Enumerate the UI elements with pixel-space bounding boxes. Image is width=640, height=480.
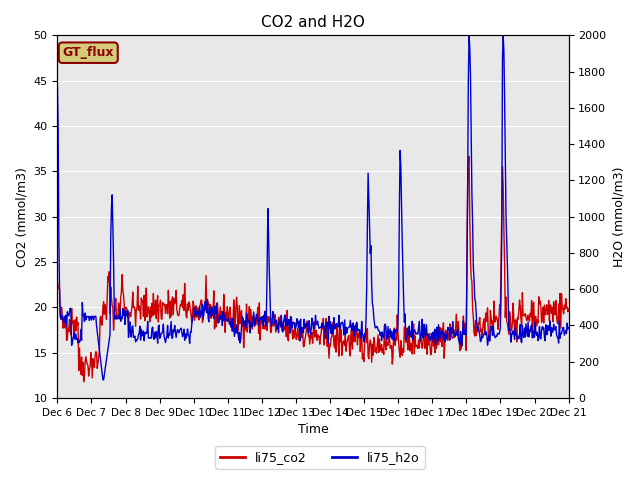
li75_co2 xyxy=(63,337,70,343)
Line: li75_h2o: li75_h2o xyxy=(58,36,568,380)
li75_co2 xyxy=(376,336,383,342)
li75_h2o xyxy=(564,325,572,331)
li75_co2 xyxy=(195,317,203,323)
Y-axis label: CO2 (mmol/m3): CO2 (mmol/m3) xyxy=(15,167,28,266)
li75_h2o xyxy=(465,33,473,38)
Legend: li75_co2, li75_h2o: li75_co2, li75_h2o xyxy=(215,446,425,469)
li75_co2 xyxy=(54,277,61,283)
Line: li75_co2: li75_co2 xyxy=(58,156,568,382)
li75_h2o xyxy=(390,338,398,344)
X-axis label: Time: Time xyxy=(298,423,328,436)
li75_h2o xyxy=(195,309,203,315)
Text: GT_flux: GT_flux xyxy=(63,46,114,59)
li75_co2 xyxy=(465,154,473,159)
li75_h2o xyxy=(54,83,61,89)
li75_co2 xyxy=(390,325,398,331)
li75_co2 xyxy=(564,306,572,312)
li75_co2 xyxy=(80,379,88,384)
li75_h2o xyxy=(168,336,176,341)
Y-axis label: H2O (mmol/m3): H2O (mmol/m3) xyxy=(612,167,625,267)
Title: CO2 and H2O: CO2 and H2O xyxy=(261,15,365,30)
li75_h2o xyxy=(99,377,107,383)
li75_co2 xyxy=(116,313,124,319)
li75_h2o xyxy=(376,329,383,335)
li75_h2o xyxy=(116,307,124,312)
li75_co2 xyxy=(168,298,176,303)
li75_h2o xyxy=(63,324,70,330)
